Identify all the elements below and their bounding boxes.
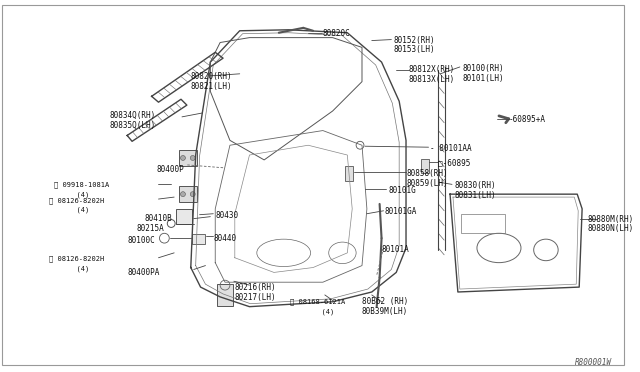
Text: 80880N(LH): 80880N(LH): [587, 224, 633, 234]
Text: 80B39M(LH): 80B39M(LH): [362, 307, 408, 316]
Text: 80400P: 80400P: [157, 165, 184, 174]
Bar: [461, 214, 505, 233]
Text: 80101G: 80101G: [388, 186, 416, 195]
Text: 80216(RH): 80216(RH): [235, 283, 276, 292]
Text: 80430: 80430: [215, 211, 238, 220]
Text: Ⓑ 08126-8202H: Ⓑ 08126-8202H: [49, 197, 104, 204]
Text: 80100(RH): 80100(RH): [463, 64, 504, 73]
Text: 80830(RH): 80830(RH): [455, 182, 497, 190]
Text: 80152(RH): 80152(RH): [394, 36, 435, 45]
Bar: [217, 284, 233, 306]
Text: 80820(RH): 80820(RH): [191, 72, 232, 81]
Text: 80820C: 80820C: [323, 29, 351, 38]
Text: 80859(LH): 80859(LH): [407, 179, 449, 187]
Bar: [420, 159, 429, 173]
Bar: [179, 150, 196, 166]
Text: □-60895: □-60895: [438, 158, 470, 167]
Text: (4): (4): [68, 207, 90, 214]
Text: 80821(LH): 80821(LH): [191, 81, 232, 91]
Text: 80831(LH): 80831(LH): [455, 191, 497, 200]
Bar: [346, 166, 353, 182]
Text: 80101GA: 80101GA: [385, 207, 417, 216]
Text: 80880M(RH): 80880M(RH): [587, 215, 633, 224]
Text: 80410B: 80410B: [145, 214, 173, 223]
Text: 80153(LH): 80153(LH): [394, 45, 435, 54]
Text: 80100C: 80100C: [127, 236, 155, 245]
Text: 80812X(RH): 80812X(RH): [409, 65, 455, 74]
Text: ⓝ 09918-1081A: ⓝ 09918-1081A: [54, 182, 109, 188]
Text: 80B62 (RH): 80B62 (RH): [362, 297, 408, 306]
Text: 80835Q(LH): 80835Q(LH): [109, 121, 156, 130]
Text: 80858(RH): 80858(RH): [407, 169, 449, 178]
Text: 80217(LH): 80217(LH): [235, 293, 276, 302]
Text: (4): (4): [68, 266, 90, 272]
Circle shape: [190, 192, 195, 196]
Text: (4): (4): [313, 309, 334, 315]
Circle shape: [190, 155, 195, 160]
Bar: [179, 186, 196, 202]
Circle shape: [180, 155, 186, 160]
Text: 80400PA: 80400PA: [127, 267, 159, 276]
Text: 80440: 80440: [213, 234, 236, 243]
Circle shape: [180, 192, 186, 196]
Text: 80834Q(RH): 80834Q(RH): [109, 111, 156, 120]
Bar: [176, 209, 192, 224]
Text: 80101A: 80101A: [381, 245, 410, 254]
Text: - 80101AA: - 80101AA: [431, 144, 472, 153]
Text: Ⓑ 08168-6121A: Ⓑ 08168-6121A: [289, 299, 345, 305]
Text: -60895+A: -60895+A: [509, 115, 546, 124]
Text: Ⓑ 08126-8202H: Ⓑ 08126-8202H: [49, 256, 104, 262]
Text: (4): (4): [68, 191, 90, 198]
Text: R800001W: R800001W: [575, 357, 611, 366]
Text: 80813X(LH): 80813X(LH): [409, 75, 455, 84]
Text: 80215A: 80215A: [137, 224, 164, 232]
Bar: [192, 234, 205, 244]
Text: 80101(LH): 80101(LH): [463, 74, 504, 83]
